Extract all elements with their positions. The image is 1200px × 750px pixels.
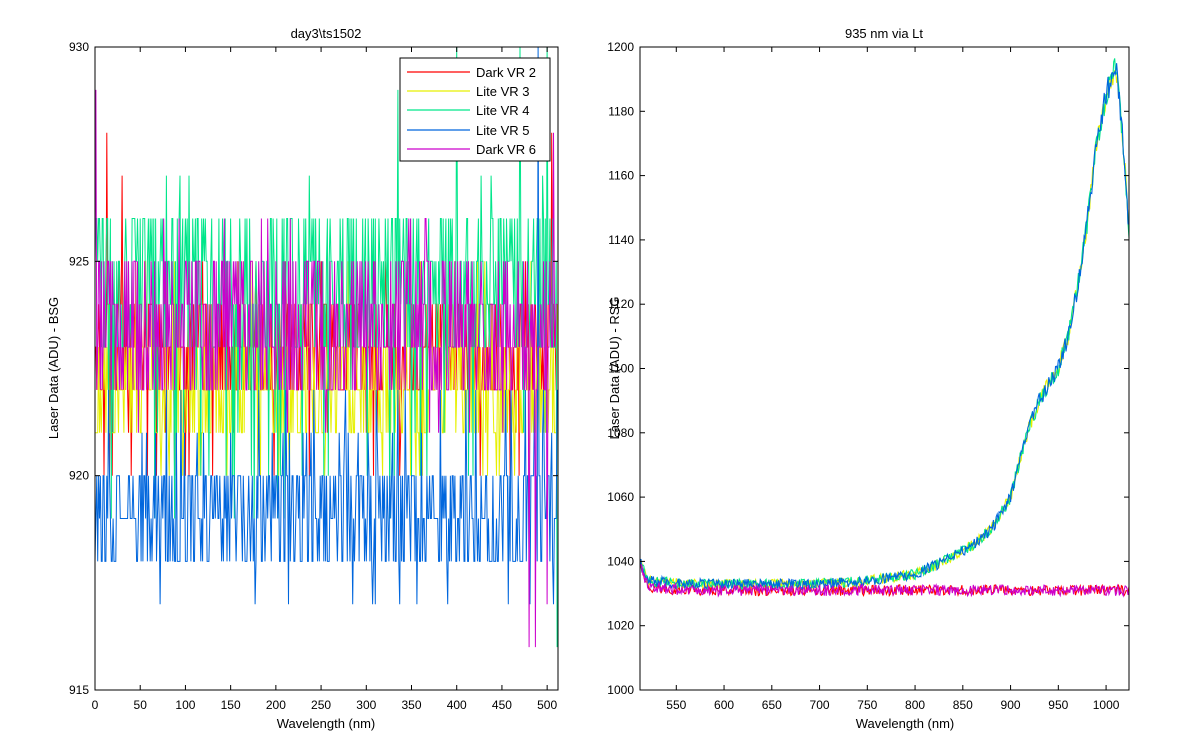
x-tick-label: 0 [92,698,99,712]
series-line-dark-vr-6 [94,89,558,648]
right-series-group [639,58,1130,598]
left-series-group [94,46,558,648]
left-chart: 0 50 100 150 200 250 300 350 400 450 500 915 920 925 9… [46,26,559,731]
right-chart-title: 935 nm via Lt [845,26,923,41]
x-tick-label: 1000 [1093,698,1120,712]
y-tick-label: 1160 [608,169,634,183]
x-tick-label: 150 [221,698,241,712]
x-tick-label: 100 [175,698,195,712]
y-tick-label: 1100 [608,362,634,376]
left-plot-frame [94,46,559,691]
x-tick-label: 950 [1048,698,1068,712]
y-tick-label: 1020 [607,619,634,633]
x-tick-label: 300 [356,698,376,712]
x-tick-label: 900 [1001,698,1021,712]
y-tick-label: 1000 [607,683,634,697]
x-tick-label: 850 [953,698,973,712]
legend-entry: Lite VR 3 [407,84,529,99]
y-tick-label: 1120 [608,297,634,311]
right-plot-frame [639,46,1130,691]
legend-label: Lite VR 3 [476,84,529,99]
y-tick-label: 1080 [607,426,634,440]
legend-entry: Lite VR 4 [407,103,529,118]
y-tick-label: 925 [69,254,89,268]
x-tick-label: 450 [492,698,512,712]
left-axis-ticks: 0 50 100 150 200 250 300 350 400 450 500 915 920 925 9… [69,40,558,712]
y-tick-label: 920 [69,469,89,483]
left-chart-title: day3\ts1502 [291,26,362,41]
y-tick-label: 1060 [607,490,634,504]
legend-entry: Dark VR 6 [407,142,536,157]
left-y-axis-label: Laser Data (ADU) - BSG [46,297,61,439]
right-x-axis-label: Wavelength (nm) [856,716,955,731]
y-tick-label: 1200 [607,40,634,54]
legend-label: Lite VR 4 [476,103,529,118]
legend-label: Dark VR 6 [476,142,536,157]
legend-entry: Lite VR 5 [407,123,529,138]
x-tick-label: 700 [810,698,830,712]
left-legend: Dark VR 2 Lite VR 3 Lite VR 4 Lite VR 5 … [399,57,551,162]
x-tick-label: 50 [134,698,148,712]
legend-label: Lite VR 5 [476,123,529,138]
x-tick-label: 400 [447,698,467,712]
x-tick-label: 800 [905,698,925,712]
y-tick-label: 1140 [608,233,634,247]
legend-entry: Dark VR 2 [407,65,536,80]
right-y-axis-label: Laser Data (ADU) - RSG [607,296,622,439]
x-tick-label: 500 [537,698,557,712]
legend-label: Dark VR 2 [476,65,536,80]
series-line-dark-vr-6 [639,564,1130,598]
x-tick-label: 350 [401,698,421,712]
x-tick-label: 200 [266,698,286,712]
x-tick-label: 250 [311,698,331,712]
y-tick-label: 915 [69,683,89,697]
left-x-axis-label: Wavelength (nm) [277,716,376,731]
y-tick-label: 1040 [607,554,634,568]
x-tick-label: 550 [666,698,686,712]
x-tick-label: 650 [762,698,782,712]
series-line-lite-vr-5 [639,63,1130,591]
y-tick-label: 930 [69,40,89,54]
series-line-lite-vr-5 [94,46,558,605]
series-line-lite-vr-4 [94,46,558,648]
right-axis-ticks: 550 600 650 700 750 800 850 900 950 1000 1000 1020 1… [607,40,1129,712]
y-tick-label: 1180 [608,104,634,118]
x-tick-label: 750 [857,698,877,712]
x-tick-label: 600 [714,698,734,712]
right-chart: 550 600 650 700 750 800 850 900 950 1000 1000 1020 1… [607,26,1130,731]
